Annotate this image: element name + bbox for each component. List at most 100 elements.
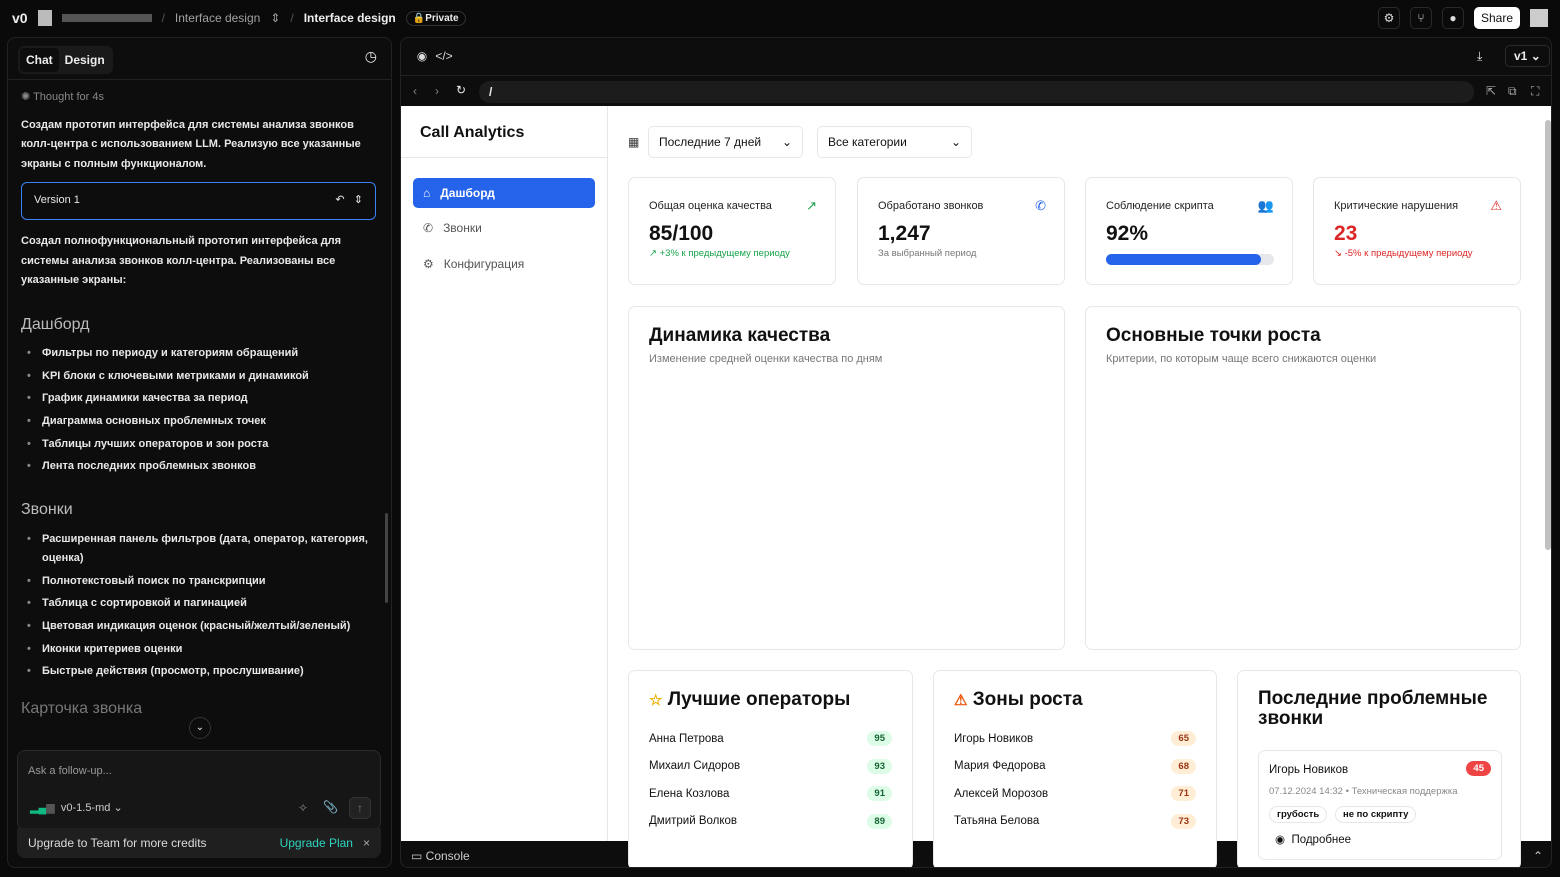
star-icon: ☆	[649, 692, 663, 709]
reload-icon[interactable]: ↻	[456, 83, 467, 97]
operator-row[interactable]: Елена Козлова 91	[649, 786, 892, 801]
operator-row[interactable]: Михаил Сидоров 93	[649, 758, 892, 774]
feature-item: Фильтры по периоду и категориям обращени…	[27, 344, 376, 363]
tag: не по скрипту	[1335, 806, 1417, 823]
prompt-input[interactable]: Ask a follow-up...	[28, 765, 112, 777]
feature-item: График динамики качества за период	[27, 389, 376, 408]
avatar[interactable]	[37, 10, 52, 26]
growth-points-card: Основные точки роста Критерии, по которым…	[1085, 306, 1521, 650]
score-badge: 68	[1171, 758, 1196, 774]
score-badge: 45	[1466, 761, 1491, 776]
quality-chart-card: Динамика качества Изменение средней оценк…	[628, 306, 1065, 650]
nav-dashboard[interactable]: ⌂ Дашборд	[413, 178, 595, 208]
prompt-box: Ask a follow-up... ▂▄▆ v0-1.5-md ⌄ ✧ 📎 ↑	[17, 750, 381, 830]
scrollbar[interactable]	[385, 513, 388, 603]
preview-panel: ◉ </> ⤓ v1 ⌄ ‹ › ↻ / ⇱ ⧉ ⛶ Call Analytic…	[400, 37, 1552, 868]
chat-panel: Chat Design ◷ ✺ Thought for 4s Создам про…	[7, 37, 392, 868]
select-element-icon[interactable]: ⇱	[1486, 84, 1497, 98]
back-icon[interactable]: ‹	[413, 84, 417, 98]
code-toggle-icon[interactable]: </>	[435, 49, 453, 63]
send-button[interactable]: ↑	[349, 797, 371, 819]
period-select[interactable]: Последние 7 дней ⌄	[648, 126, 803, 158]
score-badge: 65	[1171, 731, 1196, 746]
feature-item: KPI блоки с ключевыми метриками и динами…	[27, 367, 376, 386]
alert-icon: ⚠	[1490, 198, 1502, 213]
recent-calls-card: Последние проблемные звонки Игорь Новико…	[1237, 670, 1521, 867]
expand-icon[interactable]: ⇕	[353, 194, 363, 207]
summary-text: Создал полнофункциональный прототип инте…	[21, 235, 342, 286]
upgrade-plan-link[interactable]: Upgrade Plan	[279, 836, 353, 850]
v0-logo[interactable]: v0	[12, 10, 28, 26]
operator-row[interactable]: Игорь Новиков 65	[954, 731, 1196, 746]
account-name[interactable]	[61, 14, 152, 22]
preview-scrollbar[interactable]	[1545, 120, 1551, 550]
version-selector[interactable]: v1 ⌄	[1505, 45, 1550, 67]
chat-breadcrumb[interactable]: Interface design	[303, 11, 396, 25]
section-heading: Звонки	[21, 501, 73, 519]
tab-design[interactable]: Design	[64, 53, 105, 67]
project-breadcrumb[interactable]: Interface design	[174, 11, 261, 25]
score-badge: 71	[1171, 786, 1196, 801]
thought-indicator[interactable]: ✺ Thought for 4s	[21, 91, 105, 103]
attach-icon[interactable]: 📎	[323, 800, 338, 814]
fullscreen-icon[interactable]: ⛶	[1531, 84, 1540, 98]
tab-chat[interactable]: Chat	[20, 48, 59, 72]
score-badge: 95	[867, 731, 892, 746]
feature-item: Лента последних проблемных звонков	[27, 457, 376, 476]
feature-item: Диаграмма основных проблемных точек	[27, 412, 376, 431]
nav-calls[interactable]: ✆ Звонки	[423, 221, 482, 235]
app-preview: Call Analytics ⌂ Дашборд ✆ Звонки ⚙ Конфигу…	[401, 106, 1551, 867]
close-icon[interactable]: ×	[362, 836, 370, 850]
section-heading: Карточка звонка	[21, 700, 143, 718]
app-sidebar: Call Analytics ⌂ Дашборд ✆ Звонки ⚙ Конфигу…	[401, 106, 608, 841]
phone-icon: ✆	[423, 221, 434, 235]
version-card[interactable]: Version 1 ↶ ⇕	[21, 182, 376, 220]
gear-icon: ⚙	[423, 257, 434, 271]
user-avatar[interactable]	[1530, 9, 1548, 27]
feature-item: Быстрые действия (просмотр, прослушивани…	[27, 662, 376, 681]
section-heading: Дашборд	[21, 315, 90, 333]
calendar-icon: ▦	[628, 135, 640, 149]
score-badge: 93	[867, 758, 892, 774]
nav-config[interactable]: ⚙ Конфигурация	[423, 257, 525, 271]
history-icon[interactable]: ◷	[364, 48, 377, 64]
url-bar[interactable]: /	[479, 81, 1474, 103]
problem-call-item[interactable]: Игорь Новиков 45 07.12.2024 14:32 • Техн…	[1258, 750, 1502, 860]
preview-toggle-icon[interactable]: ◉	[416, 49, 428, 63]
restore-icon[interactable]: ↶	[335, 194, 345, 207]
operator-row[interactable]: Анна Петрова 95	[649, 731, 892, 746]
share-button[interactable]: Share	[1473, 7, 1520, 29]
fork-icon[interactable]: ⑂	[1409, 7, 1432, 29]
download-icon[interactable]: ⤓	[1477, 49, 1483, 63]
operator-row[interactable]: Алексей Морозов 71	[954, 786, 1196, 801]
growth-zones-card: ⚠ Зоны роста Игорь Новиков 65 Мария Федоров…	[933, 670, 1217, 867]
new-window-icon[interactable]: ⧉	[1508, 84, 1517, 98]
feature-item: Таблицы лучших операторов и зон роста	[27, 435, 376, 454]
trend-up-icon: ↗	[806, 198, 817, 213]
top-bar: v0 / Interface design ⇕ / Interface desig…	[0, 0, 1560, 36]
operator-row[interactable]: Дмитрий Волков 89	[649, 813, 892, 829]
kpi-card: Обработано звонков ✆ 1,247 За выбранный пер…	[857, 177, 1065, 285]
feature-item: Цветовая индикация оценок (красный/желты…	[27, 617, 376, 636]
github-icon[interactable]: ●	[1441, 7, 1464, 29]
chat-messages: ✺ Thought for 4s Создам прототип интерфе…	[21, 88, 376, 729]
kpi-card: Соблюдение скрипта 👥 92%	[1085, 177, 1293, 285]
script-progress-bar	[1106, 254, 1274, 265]
tag: грубость	[1269, 806, 1328, 823]
forward-icon[interactable]: ›	[435, 84, 439, 98]
feature-item: Таблица с сортировкой и пагинацией	[27, 594, 376, 613]
operator-row[interactable]: Мария Федорова 68	[954, 758, 1196, 774]
model-selector[interactable]: ▂▄▆ v0-1.5-md ⌄	[30, 802, 123, 814]
category-select[interactable]: Все категории ⌄	[817, 126, 972, 158]
details-button[interactable]: ◉ Подробнее	[1275, 834, 1352, 846]
kpi-card: Критические нарушения ⚠ 23 ↘ -5% к предыдущ…	[1313, 177, 1521, 285]
scroll-down-button[interactable]: ⌄	[189, 717, 211, 739]
feature-item: Иконки критериев оценки	[27, 640, 376, 659]
operator-row[interactable]: Татьяна Белова 73	[954, 813, 1196, 829]
sparkle-icon[interactable]: ✧	[298, 801, 309, 815]
settings-icon[interactable]: ⚙	[1377, 7, 1400, 29]
score-badge: 89	[867, 813, 892, 829]
console-bar[interactable]: ▭ Console ⌃	[411, 849, 1543, 863]
kpi-card: Общая оценка качества ↗ 85/100 ↗ +3% к пред…	[628, 177, 836, 285]
private-badge: 🔒Private	[405, 10, 466, 26]
